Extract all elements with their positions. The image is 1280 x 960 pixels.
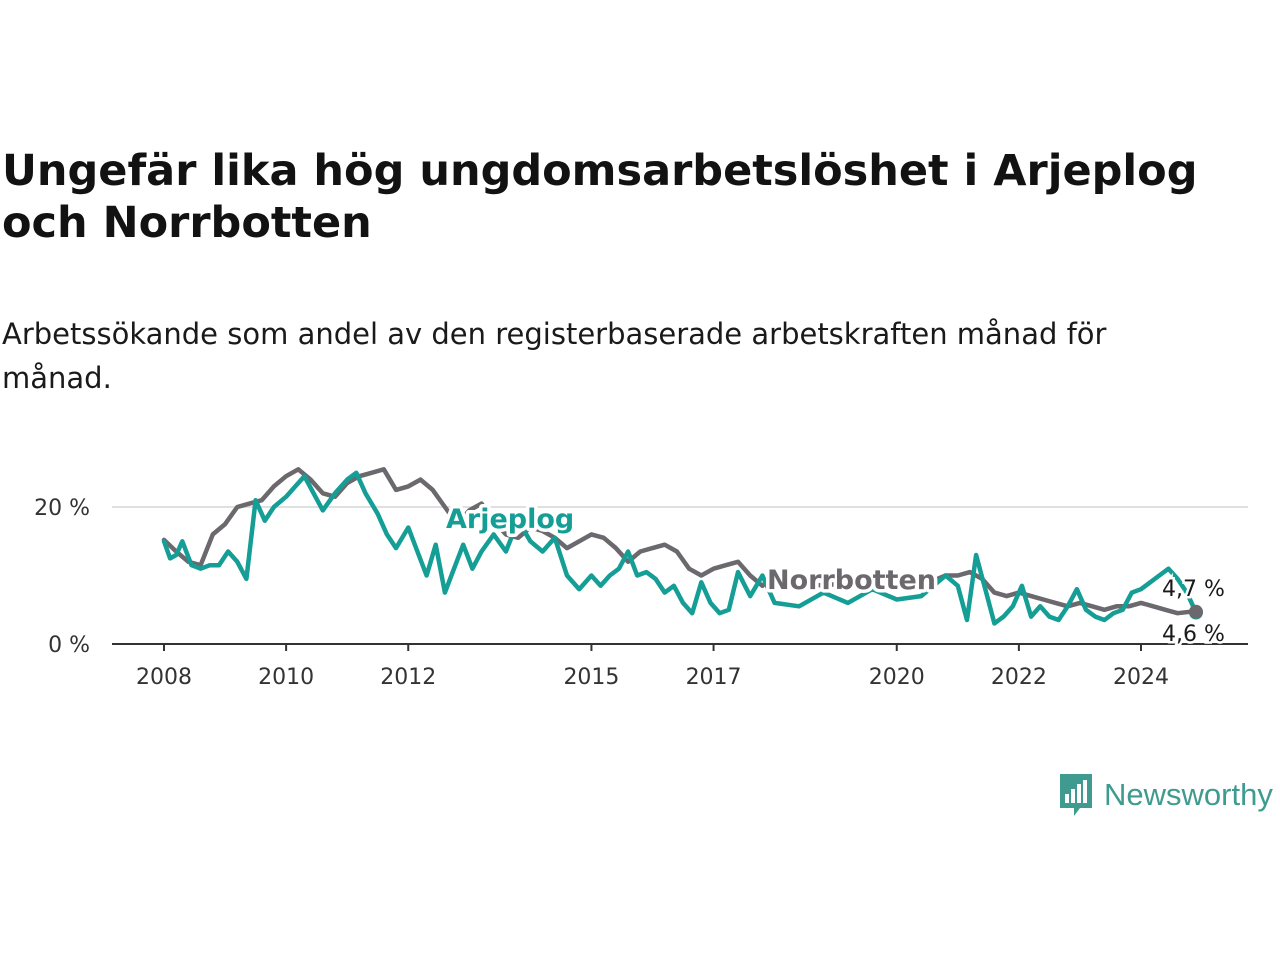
series-layer (161, 467, 1203, 626)
x-tick-label: 2020 (869, 665, 925, 690)
x-tick-label: 2017 (686, 665, 742, 690)
series-label-norrbotten: Norrbotten (767, 565, 936, 596)
end-label-arjeplog: 4,6 % (1162, 622, 1225, 647)
x-tick-label: 2022 (991, 665, 1047, 690)
line-chart: 0 % 20 % 2008 2010 2012 2015 2017 2020 2022 2024… (34, 467, 1248, 690)
series-line-norrbotten (161, 467, 1199, 616)
chart-subtitle: Arbetssökande som andel av den registerb… (2, 317, 1107, 395)
chart-title: Ungefär lika hög ungdomsarbetslöshet i A… (2, 146, 1198, 248)
end-point-norrbotten (1188, 604, 1203, 619)
x-tick-label: 2015 (563, 665, 619, 690)
x-tick-label: 2012 (380, 665, 436, 690)
y-tick-label: 0 % (48, 633, 90, 658)
bar-chart-speech-bubble-icon (1060, 774, 1092, 816)
brand-logo: Newsworthy (1058, 772, 1273, 818)
series-label-arjeplog: Arjeplog (446, 504, 574, 535)
x-tick-label: 2010 (258, 665, 314, 690)
y-axis-ticks: 0 % 20 % (34, 496, 90, 658)
x-tick-label: 2008 (136, 665, 192, 690)
y-tick-label: 20 % (34, 496, 90, 521)
brand-name: Newsworthy (1104, 777, 1273, 812)
x-axis-ticks: 2008 2010 2012 2015 2017 2020 2022 2024 (136, 644, 1169, 690)
series-line-arjeplog (161, 470, 1199, 626)
end-label-norrbotten: 4,7 % (1162, 577, 1225, 602)
x-tick-label: 2024 (1113, 665, 1169, 690)
